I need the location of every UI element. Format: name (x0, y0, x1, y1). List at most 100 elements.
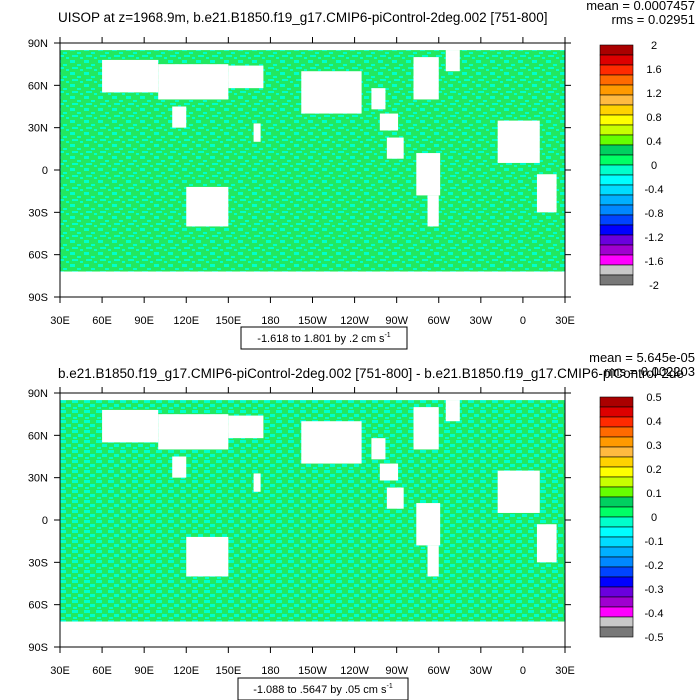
range-box (237, 677, 409, 700)
colorbar-swatch (599, 516, 634, 528)
colorbar-label: 1.2 (646, 88, 661, 100)
lon-tick-label: 120W (340, 315, 369, 327)
land-mask (445, 400, 460, 422)
lon-tick-label: 90W (385, 665, 408, 677)
lon-tick-label: 180 (261, 665, 279, 677)
lat-tick-label: 60N (28, 430, 48, 442)
lat-tick-label: 30N (28, 473, 48, 485)
lon-tick-label: 30W (470, 665, 493, 677)
colorbar-label: -0.8 (645, 208, 664, 220)
colorbar-label: 0.8 (646, 112, 661, 124)
lat-tick-label: 60S (28, 250, 48, 262)
land-mask (386, 137, 404, 159)
land-mask (158, 414, 229, 450)
colorbar-swatch (599, 596, 634, 608)
colorbar-swatch (599, 94, 634, 106)
land-mask (445, 50, 460, 72)
colorbar-swatch (599, 456, 634, 468)
lon-tick-label: 30E (555, 315, 575, 327)
land-mask (253, 473, 261, 492)
lat-tick-label: 90S (28, 642, 48, 654)
land-mask (186, 186, 229, 227)
land-mask (228, 75, 232, 83)
lon-tick-label: 90E (134, 665, 154, 677)
land-mask (371, 88, 386, 110)
land-mask (172, 106, 187, 128)
colorbar-label: 0.1 (646, 488, 661, 500)
colorbar-swatch (599, 84, 634, 96)
lon-tick-label: 0 (520, 315, 526, 327)
lon-tick-label: 0 (520, 665, 526, 677)
lon-tick-label: 30E (50, 665, 70, 677)
colorbar-swatch (599, 446, 634, 458)
land-mask (536, 174, 557, 213)
land-mask (253, 123, 261, 142)
land-mask (416, 503, 441, 546)
lat-tick-label: 30N (28, 123, 48, 135)
lon-tick-label: 150E (215, 665, 241, 677)
colorbar-label: -0.2 (645, 560, 664, 572)
lon-tick-label: 90W (385, 315, 408, 327)
colorbar-swatch (599, 134, 634, 146)
colorbar-swatch (599, 264, 634, 276)
land-mask (228, 415, 264, 439)
lat-tick-label: 0 (42, 165, 48, 177)
range-label: -1.088 to .5647 by .05 cm s-1 (253, 683, 393, 696)
colorbar-swatch (599, 174, 634, 186)
lat-tick-label: 90N (28, 38, 48, 50)
colorbar-label: 0.5 (646, 392, 661, 404)
colorbar-swatch (599, 506, 634, 518)
colorbar-label: 0.4 (646, 136, 661, 148)
colorbar-swatch (599, 204, 634, 216)
lon-tick-label: 60E (92, 665, 112, 677)
colorbar-label: 0 (651, 512, 657, 524)
lon-tick-label: 60W (427, 315, 450, 327)
colorbar-swatch (599, 496, 634, 508)
lat-tick-label: 60S (28, 600, 48, 612)
colorbar-label: 2 (651, 40, 657, 52)
lon-tick-label: 150W (298, 665, 327, 677)
colorbar-swatch (599, 144, 634, 156)
colorbar-swatch (599, 64, 634, 76)
land-mask (427, 195, 439, 227)
arctic-strip (60, 43, 565, 51)
land-mask (536, 524, 557, 563)
lon-tick-label: 30E (555, 665, 575, 677)
colorbar-label: -0.1 (645, 536, 664, 548)
plot-title: UISOP at z=1968.9m, b.e21.B1850.f19_g17.… (58, 10, 547, 25)
colorbar-swatch (599, 114, 634, 126)
land-mask (228, 65, 264, 89)
lat-tick-label: 90S (28, 292, 48, 304)
colorbar-swatch (599, 606, 634, 618)
lon-tick-label: 150E (215, 315, 241, 327)
land-mask (413, 407, 439, 450)
colorbar-label: -1.6 (645, 256, 664, 268)
land-mask (497, 470, 540, 513)
antarctica (60, 271, 565, 297)
land-mask (102, 59, 159, 93)
lon-tick-label: 60E (92, 315, 112, 327)
colorbar-swatch (599, 556, 634, 568)
colorbar-swatch (599, 396, 634, 408)
colorbar-swatch (599, 124, 634, 136)
colorbar-swatch (599, 194, 634, 206)
land-mask (386, 487, 404, 509)
colorbar-swatch (599, 426, 634, 438)
colorbar-label: -0.4 (645, 608, 664, 620)
land-mask (416, 153, 441, 196)
colorbar-swatch (599, 546, 634, 558)
land-mask (379, 463, 399, 481)
colorbar-label: 0.4 (646, 416, 661, 428)
colorbar-swatch (599, 104, 634, 116)
colorbar-swatch (599, 164, 634, 176)
lat-tick-label: 0 (42, 515, 48, 527)
lon-tick-label: 150W (298, 315, 327, 327)
land-mask (301, 71, 362, 114)
colorbar-swatch (599, 224, 634, 236)
colorbar-swatch (599, 466, 634, 478)
colorbar: 2 1.6 1.2 0.8 0.4 0 -0.4 -0.8 -1.2 -1.6 -2 (599, 40, 664, 292)
lat-tick-label: 90N (28, 388, 48, 400)
colorbar-label: -0.4 (645, 184, 664, 196)
